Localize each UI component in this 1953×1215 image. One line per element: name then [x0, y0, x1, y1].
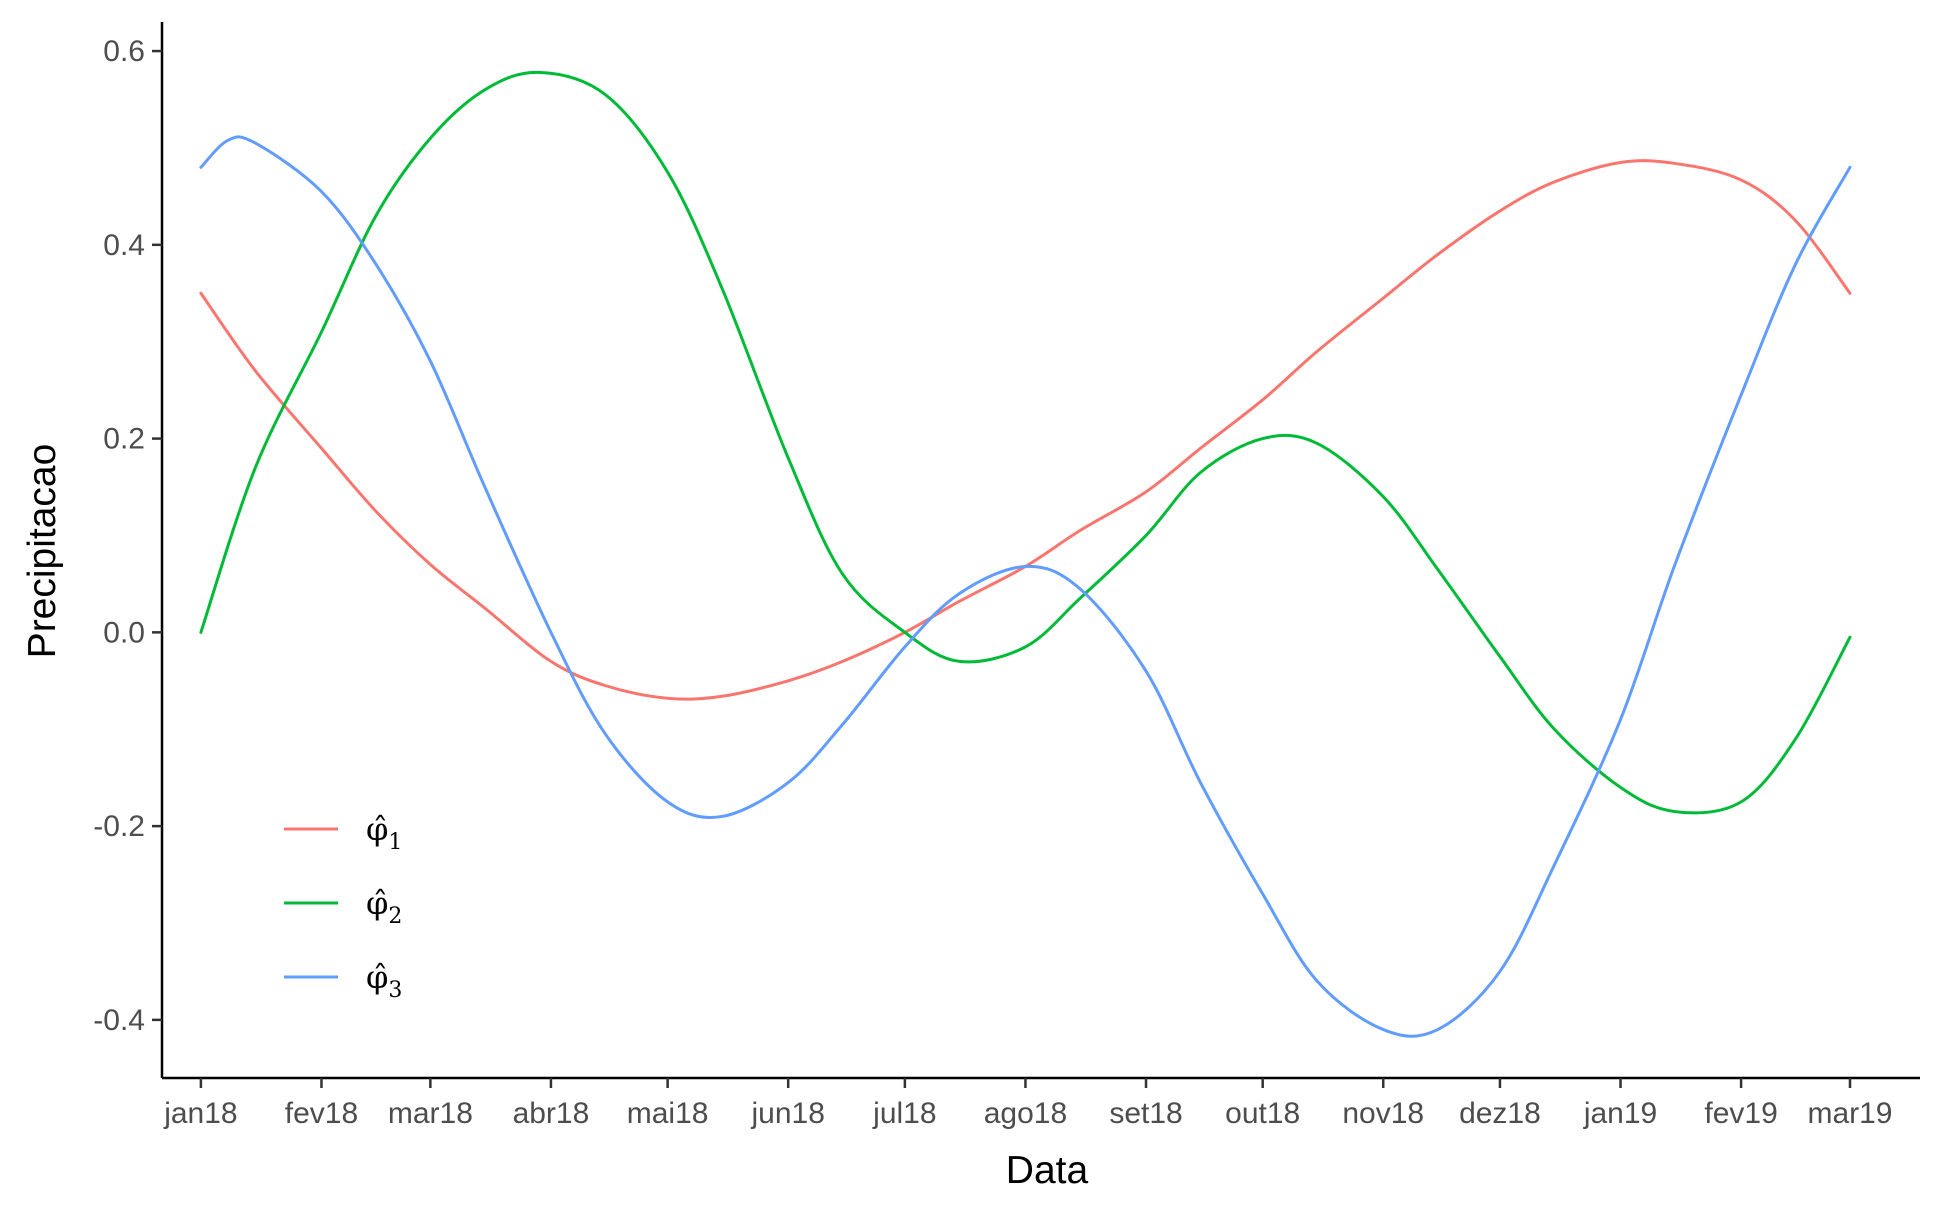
series-lines: [199, 70, 1852, 1038]
x-tick-label: abr18: [513, 1097, 590, 1130]
y-axis-ticks: -0.4 -0.2 0.0 0.2 0.4 0.6: [93, 35, 162, 1037]
x-tick-label: jan18: [163, 1097, 237, 1130]
y-axis-title: Precipitacao: [21, 444, 64, 659]
x-tick-label: mai18: [627, 1097, 709, 1130]
x-tick-label: nov18: [1342, 1097, 1424, 1130]
y-tick-label: -0.4: [93, 1004, 145, 1037]
x-tick-label: mar19: [1807, 1097, 1892, 1130]
legend-label-3: φ̂3: [366, 958, 402, 1003]
series-line-1: [199, 159, 1852, 701]
plot-area: -0.4 -0.2 0.0 0.2 0.4 0.6 jan18 fev18 mar18 abr1…: [93, 22, 1920, 1130]
x-tick-label: jan19: [1583, 1097, 1657, 1130]
x-tick-label: jun18: [750, 1097, 824, 1130]
y-tick-label: 0.2: [103, 423, 145, 456]
x-tick-label: ago18: [984, 1097, 1067, 1130]
x-tick-label: out18: [1225, 1097, 1300, 1130]
series-line-2: [199, 70, 1852, 815]
x-tick-label: jul18: [872, 1097, 936, 1130]
x-tick-label: fev19: [1704, 1097, 1777, 1130]
x-axis-title: Data: [1006, 1149, 1089, 1192]
y-tick-label: 0.6: [103, 35, 145, 68]
x-tick-label: set18: [1109, 1097, 1182, 1130]
legend: φ̂1 φ̂2 φ̂3: [284, 810, 402, 1003]
legend-label-1: φ̂1: [366, 810, 402, 855]
x-tick-label: fev18: [285, 1097, 358, 1130]
legend-label-2: φ̂2: [366, 884, 402, 929]
y-tick-label: 0.4: [103, 229, 145, 262]
series-line-3: [199, 135, 1852, 1038]
y-tick-label: -0.2: [93, 810, 145, 843]
y-tick-label: 0.0: [103, 616, 145, 649]
x-axis-ticks: jan18 fev18 mar18 abr18 mai18 jun18 jul18 ago18…: [163, 1078, 1893, 1130]
x-tick-label: mar18: [388, 1097, 473, 1130]
x-tick-label: dez18: [1459, 1097, 1541, 1130]
